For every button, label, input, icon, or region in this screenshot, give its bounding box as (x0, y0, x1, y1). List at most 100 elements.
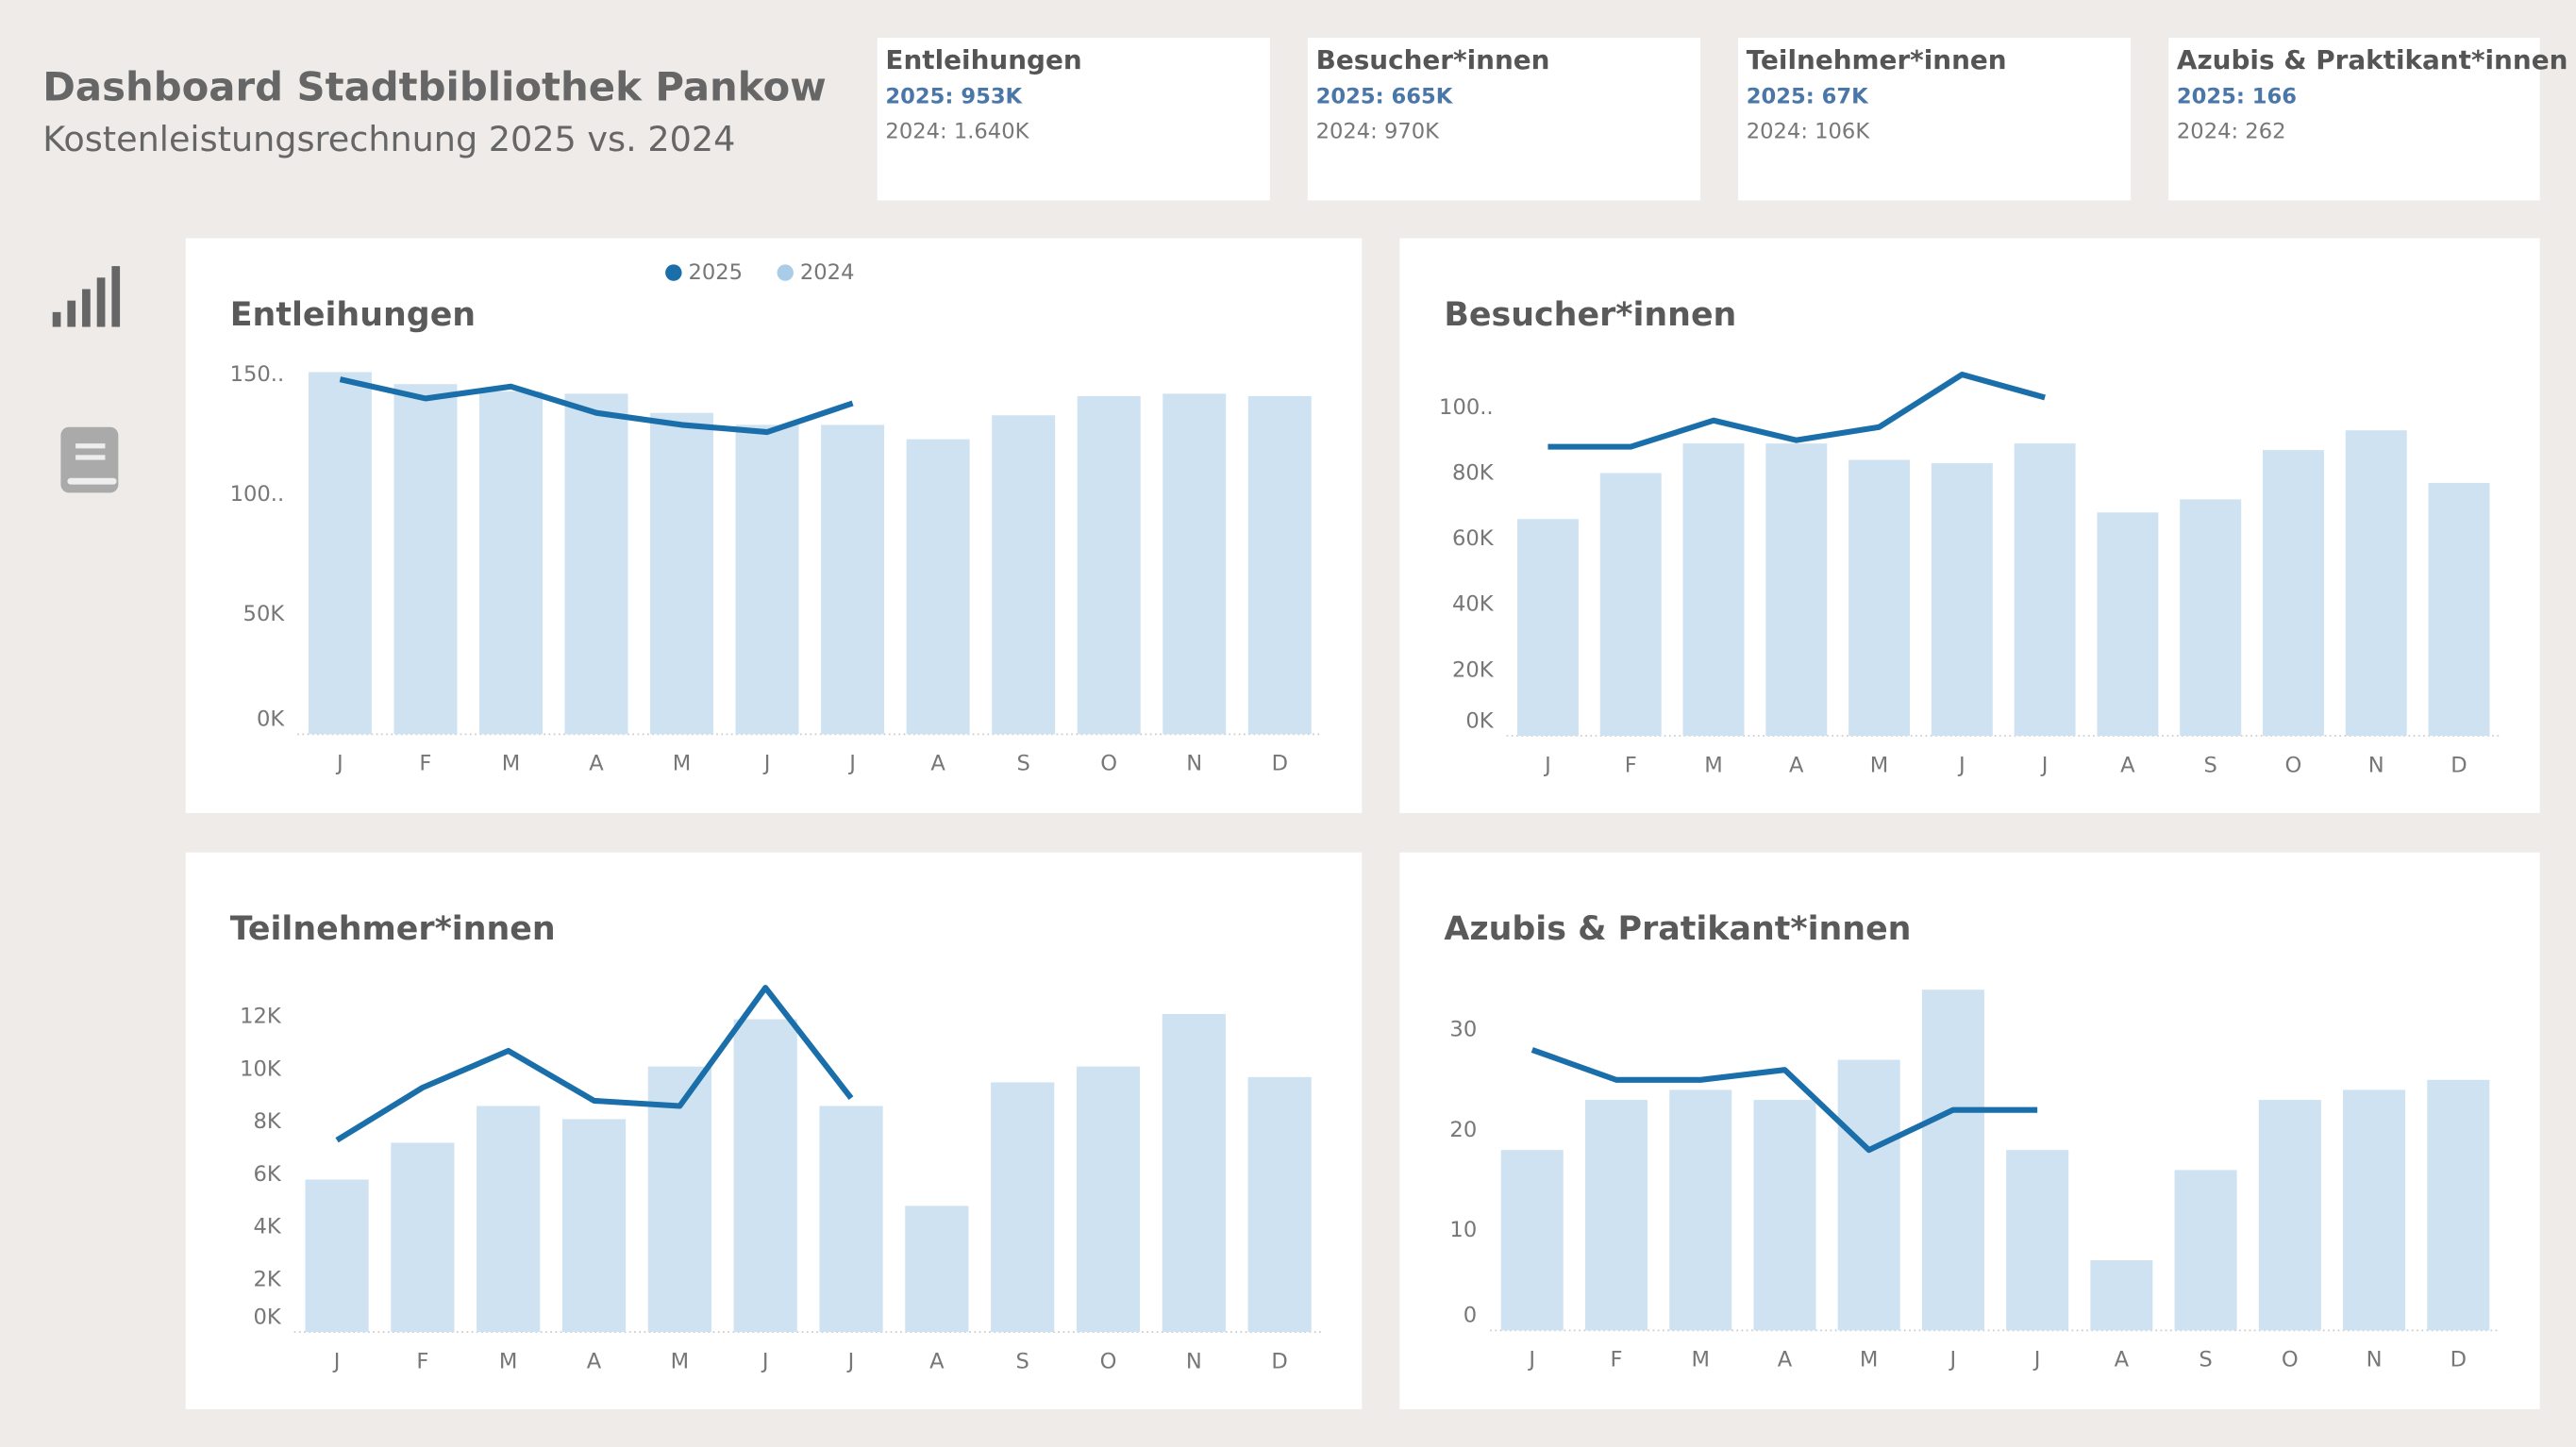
x-tick-label: F (416, 1349, 428, 1373)
x-tick-label: N (1186, 1349, 1202, 1373)
y-tick-label: 0K (1465, 708, 1494, 733)
chart-icon[interactable] (52, 266, 121, 327)
chart-panel: Azubis & Pratikant*innen 0 10 20 30 J F M A M J J A S… (1399, 852, 2540, 1409)
kpi-previous: 2024: 262 (2177, 119, 2286, 143)
x-tick-label: J (2032, 1348, 2041, 1372)
legend-label: 2025 (689, 260, 744, 285)
x-tick-label: J (1543, 753, 1551, 777)
kpi-previous: 2024: 970K (1316, 119, 1441, 143)
kpi-previous: 2024: 106K (1747, 119, 1871, 143)
bar (1669, 1089, 1732, 1331)
kpi-title: Besucher*innen (1316, 44, 1550, 75)
bar (1753, 1100, 1816, 1331)
x-tick-label: J (1957, 753, 1965, 777)
x-tick-label: N (1186, 752, 1202, 776)
y-tick-label: 60K (1452, 526, 1495, 551)
kpi-previous: 2024: 1.640K (885, 119, 1029, 143)
bar (991, 1082, 1055, 1333)
chart-title: Besucher*innen (1444, 296, 1736, 334)
x-tick-label: M (673, 752, 692, 776)
kpi-title: Teilnehmer*innen (1747, 44, 2007, 75)
kpi-current: 2025: 665K (1316, 85, 1454, 109)
bar (1163, 393, 1227, 735)
bar (2006, 1150, 2069, 1331)
x-tick-label: A (1789, 753, 1804, 777)
bar (1500, 1150, 1564, 1331)
y-tick-label: 30 (1449, 1018, 1477, 1042)
x-tick-label: M (1691, 1348, 1710, 1372)
bar (2090, 1259, 2153, 1331)
x-tick-label: J (1949, 1348, 1957, 1372)
x-tick-label: N (2367, 1348, 2383, 1372)
bar (1837, 1059, 1900, 1331)
y-tick-label: 0K (253, 1305, 281, 1329)
y-tick-label: 40K (1452, 592, 1495, 617)
x-tick-label: A (929, 1349, 945, 1373)
charts: Entleihungen 0K 50K 100.. 150.. J F M A M J J A S O N D 2… (185, 238, 2540, 1409)
bar (478, 391, 543, 735)
book-icon[interactable] (60, 426, 119, 493)
x-tick-label: A (589, 752, 604, 776)
x-tick-label: S (1015, 1349, 1029, 1373)
x-tick-label: D (2451, 753, 2467, 777)
y-tick-label: 20 (1449, 1118, 1477, 1142)
x-tick-label: M (671, 1349, 690, 1373)
bar (1931, 463, 1993, 737)
x-tick-label: F (419, 752, 431, 776)
x-tick-label: M (1704, 753, 1723, 777)
bar (391, 1142, 455, 1333)
x-tick-label: D (2451, 1348, 2467, 1372)
x-tick-label: S (2199, 1348, 2212, 1372)
bar (1516, 519, 1579, 737)
kpi-title: Entleihungen (885, 44, 1081, 75)
chart-title: Azubis & Pratikant*innen (1444, 910, 1911, 948)
line (339, 376, 854, 436)
bar (2180, 499, 2242, 737)
x-tick-label: O (1100, 1349, 1117, 1373)
bar (905, 1206, 969, 1333)
x-tick-label: N (2368, 753, 2384, 777)
bar (2428, 482, 2490, 737)
bar (2343, 1089, 2406, 1331)
bar (477, 1106, 541, 1333)
y-tick-label: 150.. (230, 362, 285, 387)
x-tick-label: D (1272, 752, 1288, 776)
kpi-current: 2025: 166 (2177, 85, 2297, 109)
line (1531, 1047, 2038, 1154)
x-tick-label: J (847, 752, 856, 776)
x-tick-label: S (2203, 753, 2216, 777)
y-tick-label: 10K (240, 1056, 282, 1081)
bar (308, 372, 372, 735)
dashboard-subtitle: Kostenleistungsrechnung 2025 vs. 2024 (42, 119, 735, 159)
x-tick-label: J (2040, 753, 2049, 777)
dashboard-title: Dashboard Stadtbibliothek Pankow (42, 63, 826, 109)
bar (1682, 443, 1745, 737)
y-tick-label: 2K (253, 1267, 281, 1291)
bar (1848, 459, 1911, 737)
line (335, 985, 854, 1143)
legend-swatch (665, 264, 682, 281)
bar (2014, 443, 2076, 737)
kpi-card (2168, 38, 2540, 201)
bar (1599, 473, 1662, 737)
x-tick-label: F (1610, 1348, 1622, 1372)
y-tick-label: 6K (253, 1162, 281, 1187)
chart-panel: Teilnehmer*innen 0K 2K 4K 6K 8K 10K 12K J F M A M J J A… (185, 852, 1363, 1409)
y-tick-label: 100.. (230, 482, 285, 507)
chart-title: Entleihungen (230, 296, 476, 334)
x-tick-label: J (762, 752, 771, 776)
bar (1162, 1013, 1226, 1333)
y-tick-label: 20K (1452, 657, 1495, 682)
x-tick-label: J (846, 1349, 855, 1373)
x-tick-label: O (2282, 1348, 2299, 1372)
bar (564, 393, 628, 735)
kpi-card (1738, 38, 2132, 201)
kpi-current: 2025: 953K (885, 85, 1023, 109)
chart-panel: Besucher*innen 0K 20K 40K 60K 80K 100.. J F M A M J J… (1399, 238, 2540, 813)
x-tick-label: F (1625, 753, 1637, 777)
bar (992, 415, 1056, 735)
legend-label: 2024 (800, 260, 855, 285)
kpi-title: Azubis & Praktikant*innen (2177, 44, 2568, 75)
